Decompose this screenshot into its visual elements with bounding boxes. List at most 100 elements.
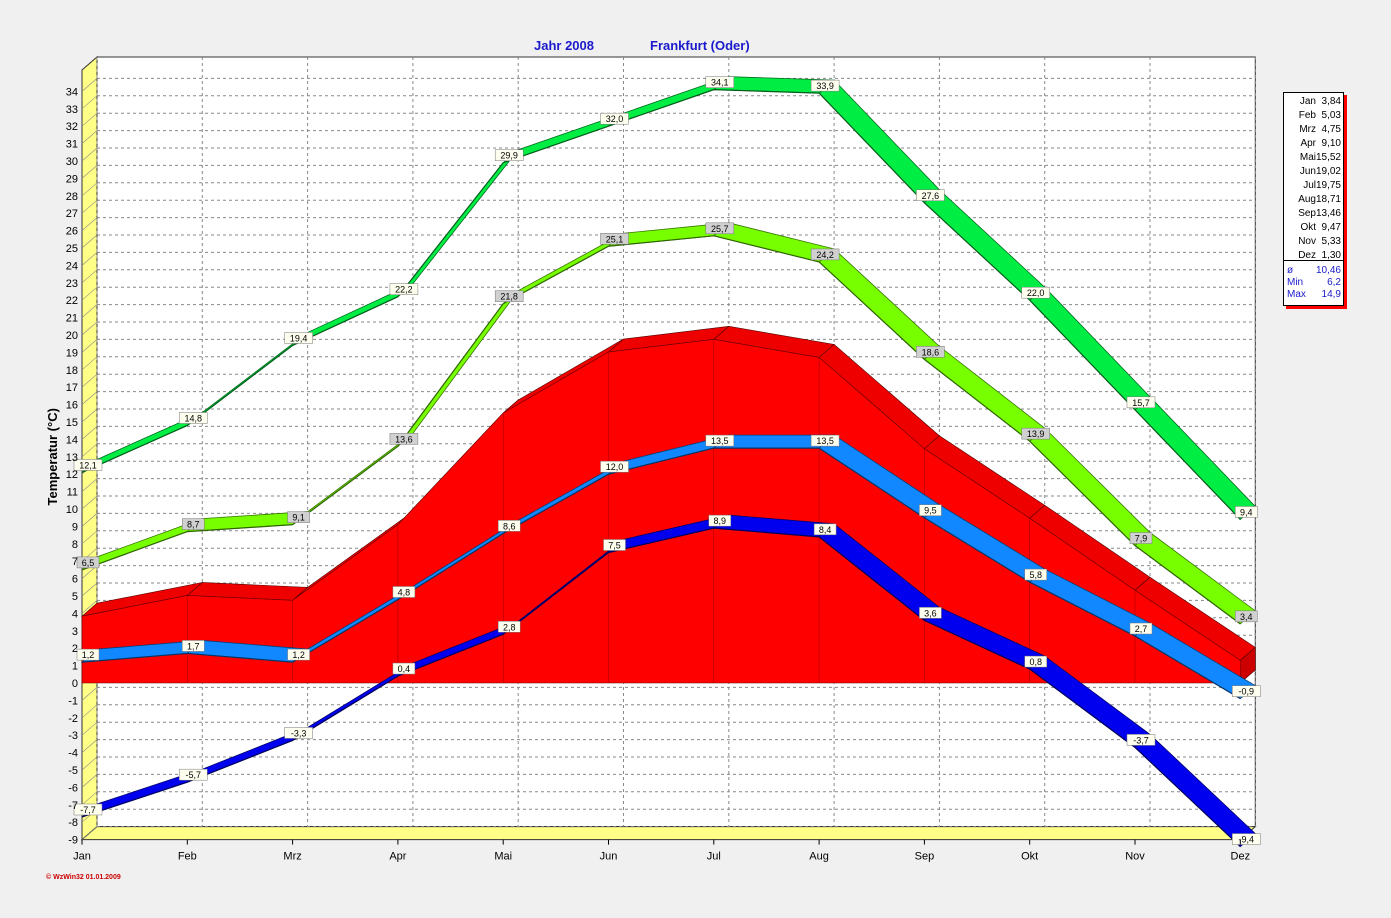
data-label-text: 27,6 bbox=[922, 191, 940, 201]
x-tick-label: Mrz bbox=[283, 851, 301, 863]
legend-row: Jan 3,84 bbox=[1284, 96, 1343, 110]
mean_max-data-label: 3,4 bbox=[1235, 610, 1258, 623]
data-label-text: 8,9 bbox=[714, 516, 727, 526]
x-tick-label: Feb bbox=[178, 851, 197, 863]
x-tick-label: Nov bbox=[1125, 851, 1145, 863]
data-label-text: 15,7 bbox=[1132, 398, 1150, 408]
legend-row: Jun 19,02 bbox=[1284, 166, 1343, 180]
y-tick-label: -3 bbox=[68, 730, 78, 742]
data-label-text: 9,1 bbox=[292, 513, 305, 523]
legend-stat-value: 10,46 bbox=[1315, 265, 1341, 276]
data-label-text: -7,7 bbox=[80, 805, 96, 815]
data-label-text: 8,4 bbox=[819, 525, 832, 535]
mean_min-data-label: 2,7 bbox=[1129, 622, 1153, 635]
mean_min-data-label: 8,6 bbox=[497, 520, 521, 532]
data-label-bg bbox=[1021, 427, 1050, 440]
legend-month: Aug bbox=[1298, 194, 1316, 205]
abs_min-data-label: 0,4 bbox=[392, 662, 416, 675]
abs_max-data-label: 12,1 bbox=[73, 459, 103, 471]
y-axis-label: Temperatur (°C) bbox=[45, 408, 60, 505]
y-tick-label: 32 bbox=[66, 121, 78, 133]
y-tick-label: 7 bbox=[72, 556, 78, 568]
y-gridline-wall bbox=[81, 530, 98, 545]
data-label-text: 0,8 bbox=[1029, 657, 1042, 667]
y-gridline-wall bbox=[81, 687, 98, 701]
y-tick-label: 9 bbox=[72, 521, 78, 533]
legend-row: Aug 18,71 bbox=[1284, 194, 1343, 208]
y-gridline-wall bbox=[81, 826, 98, 840]
data-label-bg bbox=[705, 434, 735, 447]
abs_max-data-label: 27,6 bbox=[916, 189, 945, 202]
data-label-text: 14,8 bbox=[185, 413, 203, 423]
abs_min-data-label: 8,4 bbox=[813, 523, 837, 536]
mean_min-data-label: 1,2 bbox=[76, 648, 100, 661]
y-gridline-wall bbox=[81, 600, 98, 614]
y-gridline-wall bbox=[81, 269, 98, 284]
mean_min-data-label: 5,8 bbox=[1024, 568, 1047, 581]
mean_min-data-label: 9,5 bbox=[919, 504, 942, 516]
mean_max-line bbox=[81, 235, 1241, 625]
y-tick-label: 8 bbox=[72, 539, 78, 551]
y-tick-label: -8 bbox=[68, 817, 78, 829]
plot-left-wall bbox=[81, 55, 98, 841]
y-gridline-wall bbox=[81, 704, 98, 719]
y-tick-label: 19 bbox=[66, 347, 78, 359]
data-label-text: 3,4 bbox=[1240, 612, 1253, 622]
data-label-bg bbox=[810, 434, 840, 447]
legend-stat-key: Max bbox=[1287, 289, 1306, 300]
abs_max-data-label: 29,9 bbox=[494, 149, 524, 161]
y-gridline-wall bbox=[81, 478, 98, 492]
data-label-bg bbox=[76, 556, 100, 569]
chart-axes: -9-8-7-6-5-4-3-2-10123456789101112131415… bbox=[45, 86, 1250, 862]
data-label-bg bbox=[392, 662, 416, 675]
data-label-bg bbox=[1235, 506, 1258, 518]
data-label-text: 0,4 bbox=[398, 664, 411, 674]
data-label-text: 9,4 bbox=[1240, 507, 1253, 517]
abs_min-data-label: 8,9 bbox=[708, 514, 732, 527]
x-tick-label: Apr bbox=[389, 851, 406, 863]
data-label-bg bbox=[1126, 734, 1156, 746]
abs_min-data-label: -7,7 bbox=[73, 803, 103, 816]
y-tick-label: 29 bbox=[66, 173, 78, 185]
legend-separator bbox=[1284, 260, 1343, 261]
y-gridline-wall bbox=[81, 582, 98, 597]
y-tick-label: 34 bbox=[66, 86, 78, 98]
data-label-text: 29,9 bbox=[500, 151, 518, 161]
abs_max-data-label: 14,8 bbox=[179, 412, 208, 424]
mean_min-data-label: 4,8 bbox=[392, 586, 416, 598]
mean_min-line bbox=[81, 447, 1241, 700]
abs_max-data-label: 9,4 bbox=[1235, 506, 1258, 518]
y-tick-label: -6 bbox=[68, 782, 78, 794]
y-tick-label: 0 bbox=[72, 678, 78, 690]
data-label-text: 13,6 bbox=[395, 434, 413, 444]
legend-value: 15,52 bbox=[1315, 152, 1341, 163]
legend-month: Feb bbox=[1298, 110, 1316, 121]
data-label-bg bbox=[389, 283, 419, 295]
data-label-text: 13,9 bbox=[1027, 429, 1045, 439]
abs_max-data-label: 19,4 bbox=[284, 332, 313, 344]
data-label-text: 7,5 bbox=[608, 541, 621, 551]
legend-row: Dez 1,30 bbox=[1284, 250, 1343, 264]
mean_min-data-label: 12,0 bbox=[600, 460, 629, 473]
legend-value: 1,30 bbox=[1321, 250, 1341, 261]
legend-month: Mrz bbox=[1299, 124, 1316, 135]
x-tick-label: Jun bbox=[600, 851, 618, 863]
data-label-text: 12,0 bbox=[606, 462, 624, 472]
y-gridline-wall bbox=[81, 426, 98, 440]
legend-value: 19,02 bbox=[1315, 166, 1341, 177]
legend-stat-value: 6,2 bbox=[1327, 277, 1341, 288]
y-gridline-wall bbox=[81, 339, 98, 353]
data-label-text: 2,8 bbox=[503, 622, 516, 632]
y-gridline-wall bbox=[81, 356, 98, 371]
mean_max-data-label: 6,5 bbox=[76, 556, 100, 569]
abs_min-data-label: 0,8 bbox=[1024, 655, 1047, 668]
abs_max-data-label: 22,0 bbox=[1021, 286, 1050, 299]
mean_max-data-label: 24,2 bbox=[810, 248, 840, 261]
abs_min-data-label: -3,3 bbox=[284, 727, 313, 739]
data-label-text: 33,9 bbox=[816, 81, 834, 91]
data-label-text: 3,6 bbox=[924, 608, 937, 618]
y-tick-label: 3 bbox=[72, 626, 78, 638]
data-label-text: 7,9 bbox=[1135, 534, 1148, 544]
abs_min-data-label: -5,7 bbox=[179, 768, 208, 781]
